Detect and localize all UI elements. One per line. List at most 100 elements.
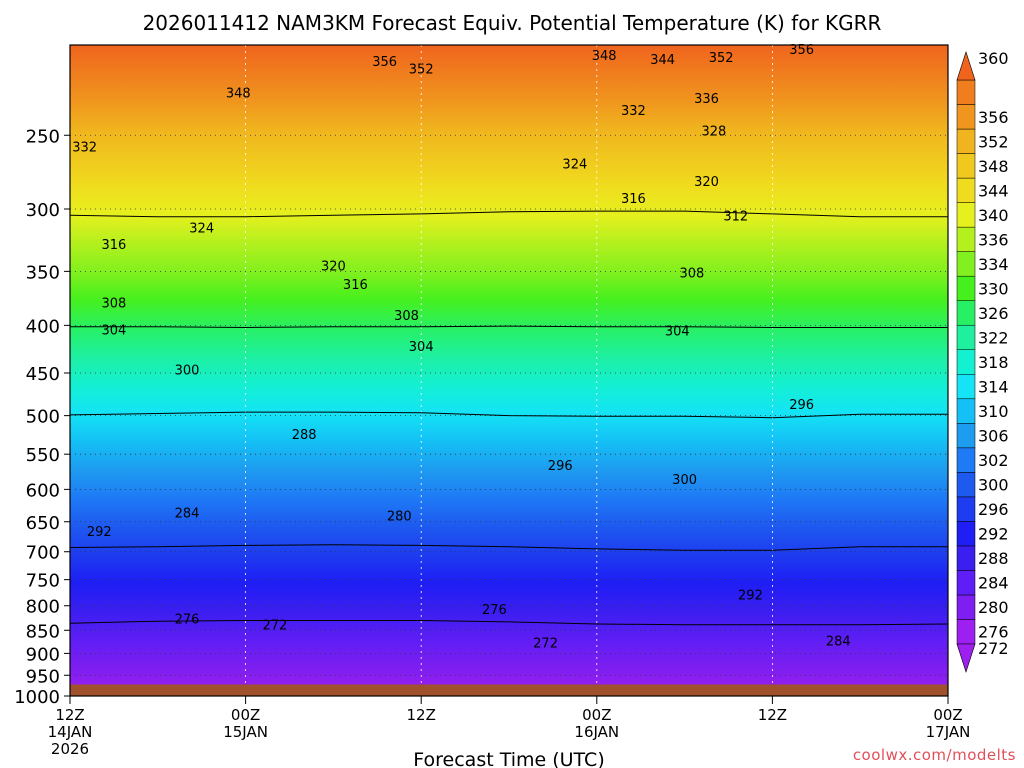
x-tick-label: 14JAN xyxy=(48,723,93,741)
colorbar-label: 300 xyxy=(978,476,1009,495)
colorbar-swatch xyxy=(956,226,976,252)
contour-label: 276 xyxy=(175,613,200,628)
contour-line xyxy=(70,620,948,626)
contour-label: 324 xyxy=(189,221,214,236)
x-tick-label: 15JAN xyxy=(223,723,268,741)
y-tick-label: 850 xyxy=(26,621,60,642)
contour-label: 352 xyxy=(709,51,734,66)
contour-label: 320 xyxy=(694,175,719,190)
colorbar-label: 336 xyxy=(978,230,1009,249)
contour-label: 300 xyxy=(175,363,200,378)
y-tick-label: 800 xyxy=(26,597,60,618)
colorbar-label: 310 xyxy=(978,402,1009,421)
x-tick-label: 00Z xyxy=(933,706,962,724)
contour-label: 356 xyxy=(789,43,814,58)
contour-label: 272 xyxy=(262,619,287,634)
colorbar-label: 302 xyxy=(978,451,1009,470)
colorbar-label: 296 xyxy=(978,500,1009,519)
y-tick-label: 700 xyxy=(26,543,60,564)
colorbar-label: 276 xyxy=(978,623,1009,642)
contour-line xyxy=(70,544,948,551)
colorbar-min-arrow xyxy=(956,643,976,673)
x-tick-label: 16JAN xyxy=(574,723,619,741)
contour-label: 308 xyxy=(680,267,705,282)
plot-fill xyxy=(70,45,948,696)
colorbar-swatch xyxy=(956,619,976,645)
colorbar-swatch xyxy=(956,472,976,498)
colorbar-swatch xyxy=(956,349,976,375)
colorbar-swatch xyxy=(956,447,976,473)
colorbar-label: 292 xyxy=(978,525,1009,544)
contour-label: 300 xyxy=(672,473,697,488)
colorbar-label: 314 xyxy=(978,378,1009,397)
x-axis-label: Forecast Time (UTC) xyxy=(413,749,604,768)
ground-surface xyxy=(70,684,948,696)
colorbar-swatch xyxy=(956,594,976,620)
colorbar-label: 344 xyxy=(978,181,1009,200)
colorbar-swatch xyxy=(956,398,976,424)
contour-label: 280 xyxy=(387,509,412,524)
contour-label: 348 xyxy=(226,87,251,102)
contour-label: 288 xyxy=(292,428,317,443)
y-tick-label: 400 xyxy=(26,316,60,337)
colorbar-max-arrow xyxy=(956,51,976,81)
contour-label: 296 xyxy=(548,459,573,474)
contour-label: 316 xyxy=(621,192,646,207)
y-tick-label: 650 xyxy=(26,513,60,534)
y-tick-label: 250 xyxy=(26,126,60,147)
plot-area xyxy=(70,45,948,696)
contour-label: 356 xyxy=(372,55,397,70)
contour-labels: 356 352 348 344 352 356 348 336 332 328 332 324 320 3… xyxy=(72,43,850,651)
contour-label: 348 xyxy=(592,49,617,64)
colorbar-label: 330 xyxy=(978,279,1009,298)
colorbar-label: 280 xyxy=(978,598,1009,617)
colorbar-swatch xyxy=(956,496,976,522)
colorbar-swatch xyxy=(956,202,976,228)
contour-label: 328 xyxy=(701,124,726,139)
pressure-axis: 2503003504004505005506006507007508008509… xyxy=(14,126,70,708)
colorbar-label: 284 xyxy=(978,574,1009,593)
contour-label: 304 xyxy=(665,324,690,339)
contour-label: 304 xyxy=(101,323,126,338)
x-tick-label: 12Z xyxy=(55,706,84,724)
colorbar-label: 340 xyxy=(978,206,1009,225)
contour-line xyxy=(70,210,948,218)
colorbar-label: 348 xyxy=(978,157,1009,176)
grid-lines xyxy=(70,45,948,696)
contour-label: 284 xyxy=(175,506,200,521)
contour-label: 324 xyxy=(562,157,587,172)
credit-text: coolwx.com/modelts xyxy=(853,746,1016,764)
contour-label: 296 xyxy=(789,398,814,413)
contour-label: 320 xyxy=(321,260,346,275)
y-tick-label: 350 xyxy=(26,262,60,283)
contour-label: 292 xyxy=(87,525,112,540)
x-tick-label: 2026 xyxy=(51,740,89,758)
contour-label: 308 xyxy=(394,309,419,324)
contour-label: 332 xyxy=(72,140,97,155)
contour-label: 332 xyxy=(621,104,646,119)
colorbar-swatch xyxy=(956,324,976,350)
x-tick-label: 12Z xyxy=(407,706,436,724)
colorbar-label: 356 xyxy=(978,108,1009,127)
y-tick-label: 500 xyxy=(26,407,60,428)
y-tick-label: 300 xyxy=(26,200,60,221)
colorbar-swatch xyxy=(956,423,976,449)
x-tick-label: 17JAN xyxy=(926,723,971,741)
contour-label: 284 xyxy=(826,635,851,650)
colorbar-label: 326 xyxy=(978,304,1009,323)
colorbar-label: 288 xyxy=(978,549,1009,568)
colorbar-swatch xyxy=(956,275,976,301)
colorbar-swatch xyxy=(956,545,976,571)
colorbar-swatch xyxy=(956,104,976,130)
colorbar-label: 306 xyxy=(978,427,1009,446)
y-tick-label: 1000 xyxy=(14,687,60,708)
contour-label: 312 xyxy=(723,210,748,225)
colorbar-swatch xyxy=(956,374,976,400)
y-tick-label: 900 xyxy=(26,644,60,665)
colorbar-label: 352 xyxy=(978,132,1009,151)
colorbar-swatch xyxy=(956,79,976,105)
contour-label: 316 xyxy=(343,278,368,293)
